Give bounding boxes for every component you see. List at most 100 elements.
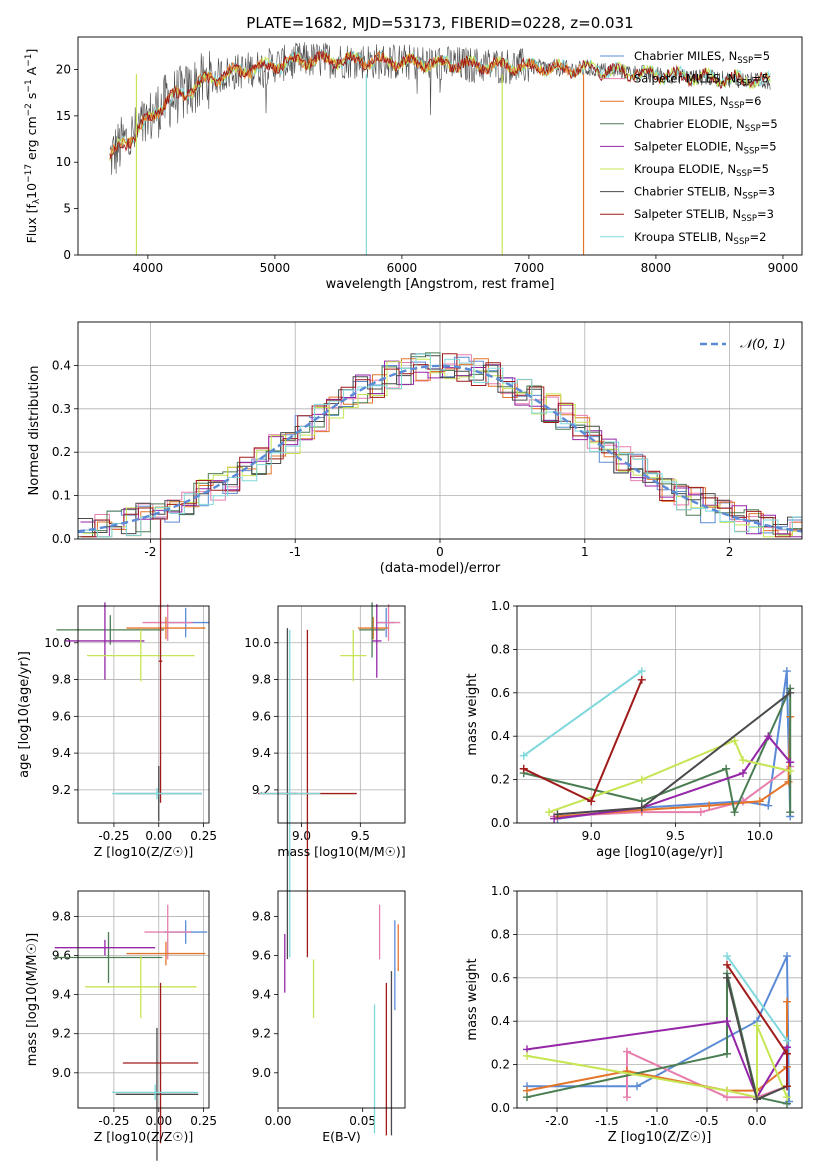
y-tick-label: 9.2 bbox=[252, 1027, 271, 1041]
weight-marker-chabrier_elodie bbox=[722, 764, 731, 773]
legend-text: =5 bbox=[761, 117, 778, 131]
errorbar-kroupa_elodie bbox=[86, 629, 195, 682]
weight-marker-salpeter_elodie bbox=[738, 769, 747, 778]
errorbar-kroupa_stelib bbox=[112, 1084, 199, 1101]
errorbar-kroupa_stelib bbox=[259, 629, 321, 958]
y-axis-label-part: erg cm bbox=[24, 116, 39, 164]
y-axis-label-sup: −17 bbox=[24, 164, 34, 183]
axes-frame bbox=[77, 321, 803, 540]
x-tick-label: 9.0 bbox=[292, 829, 311, 843]
errorbar-salpeter_stelib bbox=[158, 519, 163, 803]
x-tick-label: 9.5 bbox=[351, 829, 370, 843]
axes-frame bbox=[277, 605, 406, 824]
weight-line-kroupa_stelib bbox=[726, 955, 788, 1042]
y-tick-label: 0.4 bbox=[52, 358, 71, 372]
y-tick-label: 0.6 bbox=[491, 971, 510, 985]
weight-marker-salpeter_miles bbox=[623, 1047, 631, 1056]
y-tick-label: 9.8 bbox=[252, 909, 271, 923]
y-axis-label-part: 10 bbox=[24, 183, 39, 199]
histogram-salpeter_stelib bbox=[80, 353, 802, 538]
x-tick-label: 4000 bbox=[133, 261, 164, 275]
y-tick-label: 9.4 bbox=[252, 988, 271, 1002]
x-tick-label: 0.00 bbox=[145, 829, 172, 843]
weight-marker-kroupa_elodie bbox=[723, 1086, 731, 1095]
x-tick-label: 8000 bbox=[641, 261, 672, 275]
weight-marker-kroupa_elodie bbox=[738, 756, 747, 765]
normal-curve bbox=[77, 364, 803, 533]
weight-marker-salpeter_miles bbox=[696, 808, 705, 817]
legend-text: =5 bbox=[760, 139, 777, 153]
legend-sub: SSP bbox=[729, 101, 745, 111]
x-tick-label: 9.5 bbox=[666, 829, 685, 843]
x-tick-label: 10.0 bbox=[746, 829, 773, 843]
x-axis-label: (data-model)/error bbox=[380, 561, 501, 576]
y-tick-label: 9.8 bbox=[52, 673, 71, 687]
x-axis-label: Z [log10(Z/Z☉)] bbox=[94, 844, 194, 859]
x-axis-label: E(B-V) bbox=[322, 1129, 361, 1144]
weight-marker-chabrier_miles bbox=[783, 952, 791, 961]
y-tick-label: 1.0 bbox=[491, 599, 510, 613]
weight-marker-chabrier_elodie bbox=[523, 1093, 531, 1102]
x-axis-label: Z [log10(Z/Z☉)] bbox=[94, 1129, 194, 1144]
x-tick-label: 2 bbox=[726, 545, 734, 559]
y-tick-label: 10 bbox=[56, 155, 71, 169]
weight-marker-kroupa_elodie bbox=[523, 1051, 531, 1060]
y-axis-label-part: s bbox=[24, 93, 39, 104]
errorbar-salpeter_miles bbox=[376, 604, 401, 641]
legend-text: =3 bbox=[757, 207, 774, 221]
weight-marker-kroupa_elodie bbox=[545, 808, 554, 817]
legend-text: Salpeter ELODIE, N bbox=[634, 139, 744, 153]
x-tick-label: -0.25 bbox=[98, 829, 129, 843]
y-axis-label: mass weight bbox=[465, 673, 480, 755]
x-tick-label: 0.00 bbox=[265, 1114, 292, 1128]
weight-marker-chabrier_elodie bbox=[786, 808, 795, 817]
x-axis-label: Z [log10(Z/Z☉)] bbox=[608, 1130, 712, 1145]
legend-text: =5 bbox=[752, 72, 769, 86]
y-tick-label: 9.2 bbox=[52, 1027, 71, 1041]
weight-marker-chabrier_miles bbox=[764, 801, 773, 810]
weight-marker-kroupa_elodie bbox=[753, 1021, 761, 1030]
legend-text: Kroupa MILES, N bbox=[634, 94, 729, 108]
axes-frame bbox=[516, 890, 803, 1109]
x-axis-label: mass [log10(M/M☉)] bbox=[277, 844, 405, 859]
y-tick-label: 0.2 bbox=[52, 445, 71, 459]
y-tick-label: 0.8 bbox=[491, 927, 510, 941]
x-tick-label: 0.0 bbox=[747, 1114, 766, 1128]
y-tick-label: 0.2 bbox=[491, 1058, 510, 1072]
legend-entry-chabrier_stelib: Chabrier STELIB, NSSP=3 bbox=[634, 185, 775, 202]
model-spectrum-salpeter_stelib bbox=[109, 51, 771, 160]
legend-text: =5 bbox=[752, 162, 769, 176]
y-axis-label-sup: −2 bbox=[24, 103, 34, 116]
weight-marker-chabrier_elodie bbox=[723, 1049, 731, 1058]
x-tick-label: -0.25 bbox=[98, 1114, 129, 1128]
histogram-kroupa_elodie bbox=[82, 358, 802, 538]
legend-text: =6 bbox=[744, 94, 761, 108]
weight-marker-kroupa_stelib bbox=[637, 667, 646, 676]
axes-frame bbox=[516, 605, 803, 824]
weight-marker-kroupa_elodie bbox=[783, 1093, 791, 1102]
legend-entry-salpeter_elodie: Salpeter ELODIE, NSSP=5 bbox=[634, 139, 777, 156]
legend-sub: SSP bbox=[734, 237, 750, 247]
weight-marker-salpeter_elodie bbox=[550, 814, 559, 823]
legend-sub: SSP bbox=[741, 214, 757, 224]
weight-marker-salpeter_stelib bbox=[519, 764, 528, 773]
plot-area bbox=[258, 602, 401, 960]
y-tick-label: 9.4 bbox=[52, 746, 71, 760]
errorbar-salpeter_elodie bbox=[372, 604, 382, 678]
legend-sub: SSP bbox=[742, 192, 758, 202]
x-tick-label: 9.0 bbox=[582, 829, 601, 843]
plot-area bbox=[56, 519, 209, 822]
weight-marker-kroupa_stelib bbox=[723, 952, 731, 961]
y-tick-label: 9.4 bbox=[52, 988, 71, 1002]
legend-sub: SSP bbox=[745, 124, 761, 134]
weight-marker-chabrier_miles bbox=[782, 667, 791, 676]
errorbar-kroupa_miles bbox=[357, 617, 389, 640]
plot-area bbox=[77, 352, 803, 538]
legend-entry-kroupa_elodie: Kroupa ELODIE, NSSP=5 bbox=[634, 162, 769, 179]
y-tick-label: 0.0 bbox=[52, 532, 71, 546]
y-tick-label: 9.0 bbox=[52, 1066, 71, 1080]
age-massweight-panel: 9.0 9.5 10.0 0.0 0.2 0.4 0.6 0.8 1.0 age [log10(a… bbox=[465, 599, 803, 860]
weight-marker-kroupa_stelib bbox=[519, 751, 528, 760]
y-tick-label: 9.4 bbox=[252, 746, 271, 760]
x-tick-label: -2.0 bbox=[545, 1114, 568, 1128]
